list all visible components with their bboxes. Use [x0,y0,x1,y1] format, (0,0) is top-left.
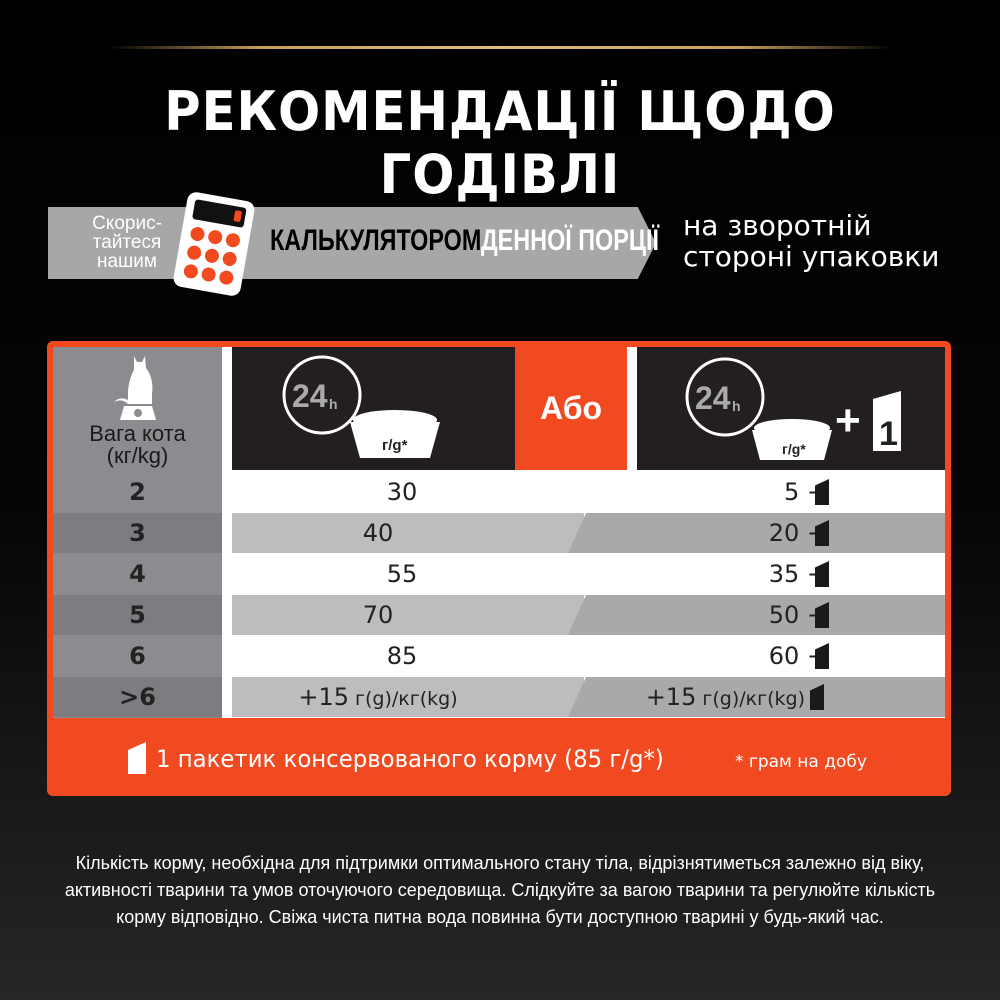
banner-back: на зворотній стороні упаковки [683,209,940,273]
dry-cell: 70 [232,595,584,635]
svg-text:24: 24 [292,378,328,414]
dry-cell: 85 [386,642,418,670]
svg-text:+: + [835,396,861,445]
feeding-note: Кількість корму, необхідна для підтримки… [64,853,936,927]
table-row: 3 40 20 + [53,513,945,553]
weight-cell: >6 [53,677,222,717]
weight-cell: 6 [129,642,146,670]
footer-pouch-note: 1 пакетик консервованого корму (85 г/g*) [156,745,664,773]
svg-text:г/g*: г/g* [782,441,806,457]
dry-cell: 40 [232,513,584,553]
svg-text:24: 24 [695,380,731,416]
wet-cell: +15 г(g)/кг(kg) [568,677,945,717]
pouch-icon [815,643,829,669]
pouch-icon [815,479,829,505]
wet-cell: 5 + [783,478,827,506]
gold-divider [108,46,892,49]
bowl-icon [752,430,832,460]
wet-cell: 50 + [568,595,945,635]
banner-daily: ДЕННОЇ ПОРЦІЇ [481,224,659,257]
clock-icon [685,357,765,437]
weight-label: Вага кота (кг/kg) [89,421,186,468]
table-row: >6 +15 г(g)/кг(kg) +15 г(g)/кг(kg) [53,677,945,717]
or-label: Або [515,347,627,470]
weight-cell: 5 [53,595,222,635]
svg-text:h: h [732,398,741,414]
pouch-icon [815,520,829,546]
footnote: * грам на добу [735,752,867,772]
table-row: 6 85 60 + [53,636,945,676]
table-row: 2 30 5 + [53,472,945,512]
banner-lead: Скорис- тайтеся нашим [92,213,162,272]
svg-text:1: 1 [879,415,898,453]
dry-cell: 55 [386,560,418,588]
dry-food-header: 24 h г/g* [232,347,515,470]
weight-cell: 2 [129,478,146,506]
pouch-icon [873,391,901,451]
wet-cell: 35 + [768,560,827,588]
page-title: РЕКОМЕНДАЦІЇ ЩОДО ГОДІВЛІ [164,80,836,206]
pouch-icon [810,684,824,710]
banner-calculator: КАЛЬКУЛЯТОРОМ [270,224,482,257]
mixed-food-header: 24 h г/g* + 1 [637,347,945,470]
weight-cell: 3 [53,513,222,553]
pouch-icon [815,602,829,628]
svg-text:h: h [329,396,338,412]
table-row: 4 55 35 + [53,554,945,594]
calculator-icon [172,190,256,298]
clock-icon [282,355,362,435]
dry-cell: +15 г(g)/кг(kg) [232,677,584,717]
wet-cell: 60 + [768,642,827,670]
wet-cell: 20 + [568,513,945,553]
pouch-icon [128,742,146,774]
svg-text:г/g*: г/g* [382,437,408,454]
bowl-icon [350,422,440,458]
calculator-banner [48,207,656,279]
cat-on-scale-icon [114,356,156,420]
table-row: 5 70 50 + [53,595,945,635]
pouch-icon [815,561,829,587]
dry-cell: 30 [386,478,418,506]
weight-cell: 4 [129,560,146,588]
